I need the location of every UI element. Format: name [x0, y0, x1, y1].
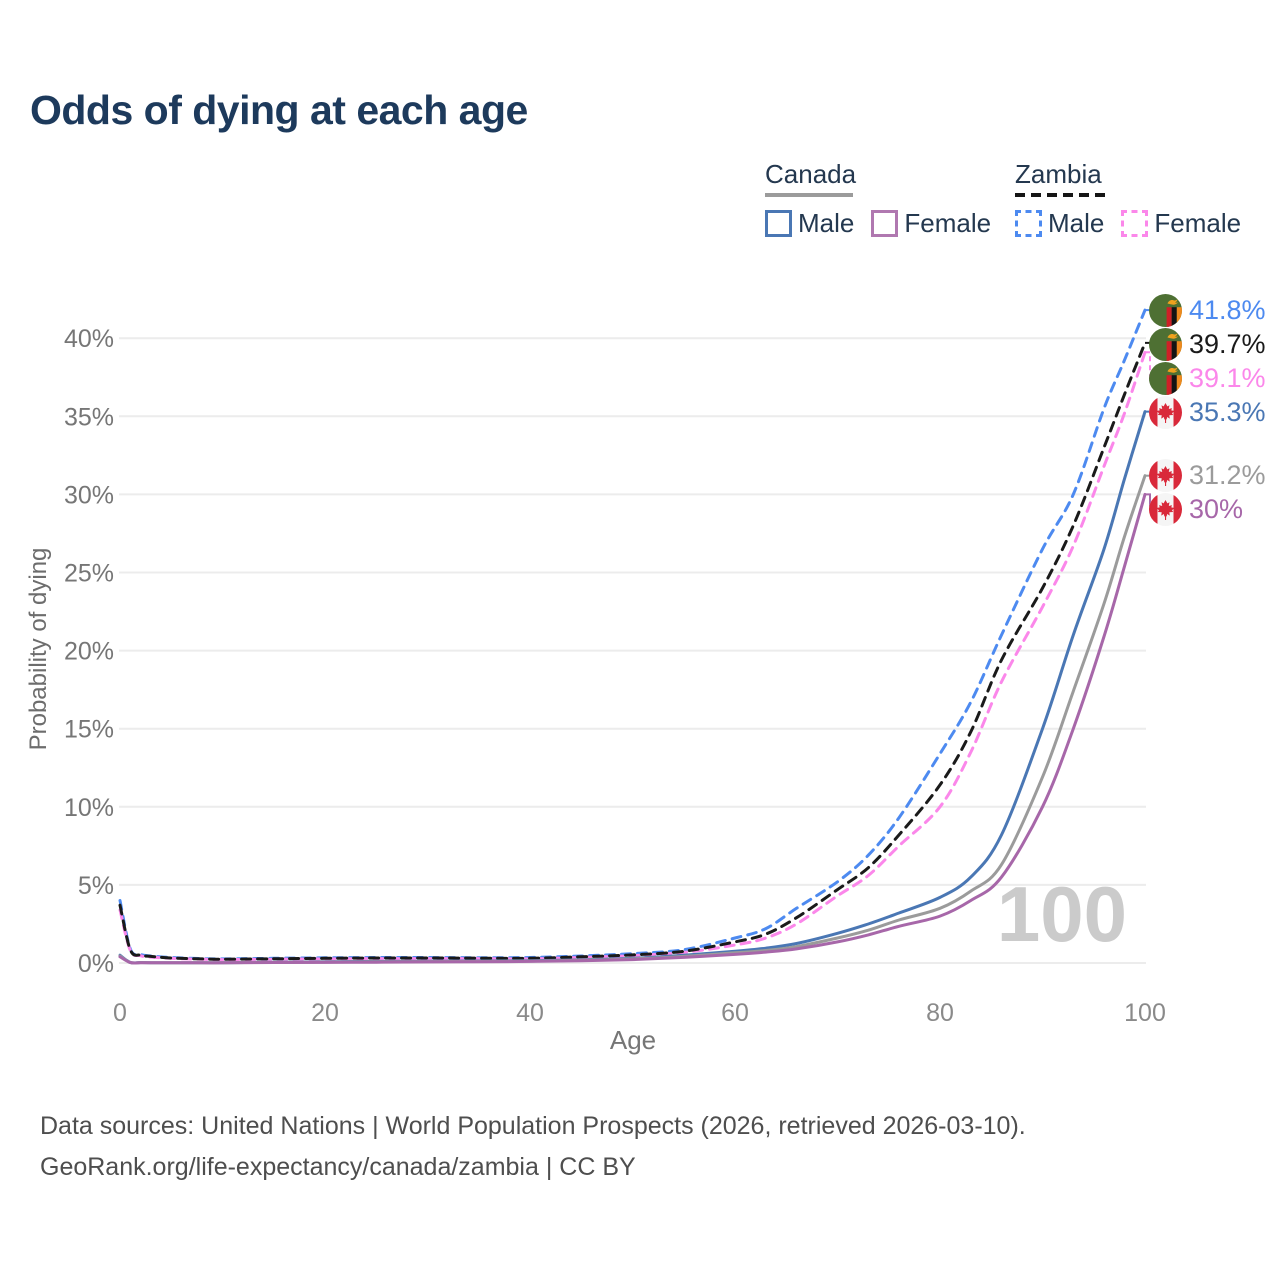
end-label-connector: [1145, 351, 1154, 380]
end-label-canada-male: 35.3%: [1149, 395, 1266, 429]
footer: Data sources: United Nations | World Pop…: [40, 1106, 1026, 1188]
y-tick-label: 30%: [64, 481, 114, 509]
series-line-zambia-female: [118, 350, 1147, 962]
footer-sources: Data sources: United Nations | World Pop…: [40, 1112, 1026, 1140]
series-line-canada-female: [118, 492, 1147, 965]
end-label-value: 39.1%: [1189, 362, 1266, 393]
canada-flag-icon: [1149, 395, 1182, 429]
gridlines: [119, 337, 1146, 964]
x-axis-title: Age: [610, 1025, 656, 1055]
y-tick-label: 0%: [78, 950, 114, 978]
chart-watermark: 100: [997, 870, 1127, 958]
canada-flag-icon: [1149, 493, 1182, 527]
canada-male-swatch: [765, 209, 792, 237]
x-tick-label: 80: [926, 999, 954, 1027]
legend-item-label: Male: [1048, 207, 1105, 238]
y-tick-label: 25%: [64, 560, 114, 588]
zambia-flag-icon: [1149, 361, 1182, 395]
end-label-value: 39.7%: [1189, 328, 1266, 359]
canada-flag-icon: [1149, 459, 1182, 493]
legend-item-label: Female: [904, 207, 992, 238]
series-line-zambia-male: [118, 308, 1147, 961]
zambia-male-swatch: [1015, 209, 1042, 237]
legend-item-label: Male: [798, 207, 855, 238]
x-tick-label: 100: [1124, 999, 1166, 1027]
series-curves: [118, 308, 1147, 965]
zambia-flag-icon: [1149, 327, 1182, 361]
x-axis-ticks: 0 20 40 60 80 100: [113, 999, 1166, 1027]
canada-female-swatch: [871, 209, 899, 237]
zambia-flag-icon: [1149, 293, 1182, 327]
zambia-line-style-sample: [1015, 192, 1105, 197]
x-tick-label: 60: [721, 999, 749, 1027]
y-tick-label: 10%: [64, 794, 114, 822]
legend-item-canada-female[interactable]: Female: [871, 208, 991, 239]
legend-item-zambia-male[interactable]: Male: [1015, 208, 1104, 239]
y-axis-ticks: 0% 5% 10% 15% 20% 25% 30% 35% 40%: [64, 325, 114, 978]
y-tick-label: 5%: [78, 872, 114, 900]
legend-item-label: Female: [1154, 207, 1242, 238]
legend-group-zambia: Zambia Male Female: [1015, 160, 1241, 239]
legend-country-label-zambia: Zambia: [1015, 159, 1102, 189]
series-line-zambia-both: [118, 341, 1147, 961]
legend-item-canada-male[interactable]: Male: [765, 208, 854, 239]
end-label-canada-female: 30%: [1149, 493, 1244, 527]
end-label-value: 31.2%: [1189, 460, 1266, 491]
y-tick-label: 20%: [64, 638, 114, 666]
end-label-zambia-both: 39.7%: [1149, 327, 1266, 361]
y-tick-label: 35%: [64, 403, 114, 431]
y-tick-label: 40%: [64, 325, 114, 353]
legend-group-canada: Canada Male Female: [765, 160, 991, 239]
end-label-value: 41.8%: [1189, 294, 1266, 325]
end-label-value: 35.3%: [1189, 396, 1266, 427]
page-title: Odds of dying at each age: [30, 87, 528, 133]
end-label-canada-both: 31.2%: [1149, 459, 1266, 493]
x-tick-label: 20: [311, 999, 339, 1027]
y-axis-title: Probability of dying: [25, 548, 52, 751]
y-tick-label: 15%: [64, 716, 114, 744]
legend-country-label-canada: Canada: [765, 159, 857, 189]
end-label-zambia-male: 41.8%: [1149, 293, 1266, 327]
x-tick-label: 0: [113, 999, 127, 1027]
legend-item-zambia-female[interactable]: Female: [1121, 208, 1241, 239]
canada-line-style-sample: [765, 192, 853, 197]
end-label-zambia-female: 39.1%: [1149, 361, 1266, 395]
zambia-female-swatch: [1121, 209, 1149, 237]
x-tick-label: 40: [516, 999, 544, 1027]
footer-attribution: GeoRank.org/life-expectancy/canada/zambi…: [40, 1153, 636, 1181]
end-label-value: 30%: [1189, 494, 1244, 525]
